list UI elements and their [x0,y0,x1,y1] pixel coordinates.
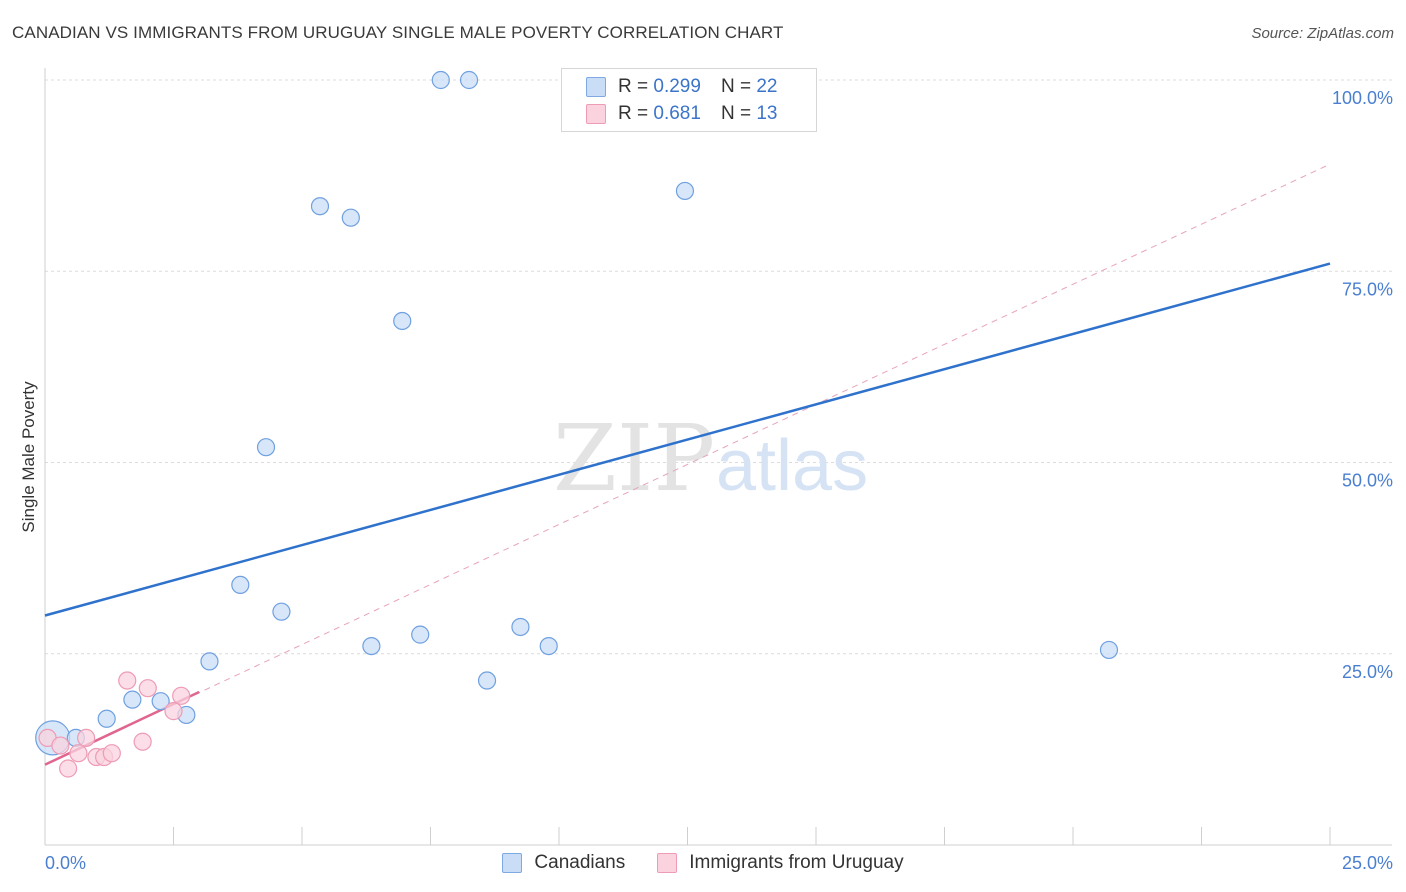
grid-lines [45,79,1392,655]
uruguay-point [69,744,88,763]
x-tick-label: 25.0% [1342,853,1393,873]
r-label: R = [618,76,649,97]
stats-legend: R = 0.299 N = 22 R = 0.681 N = 13 [561,68,817,132]
legend-item-uruguay: Immigrants from Uruguay [657,852,904,874]
canadians-point [362,636,381,656]
series-legend: Canadians Immigrants from Uruguay [0,852,1406,874]
y-tick-label: 100.0% [1332,88,1393,108]
chart-title: CANADIAN VS IMMIGRANTS FROM URUGUAY SING… [12,23,784,42]
y-tick-label: 50.0% [1342,471,1393,491]
canadians-point [341,208,360,227]
canadians-point [1099,640,1119,660]
canadians-point [151,692,170,711]
axes [44,68,1392,846]
n-value: 13 [756,103,778,124]
canadians-point [411,625,430,644]
tick-labels: 25.0% 50.0% 75.0% 100.0% 0.0% 25.0% [45,88,1393,873]
canadians-swatch [586,77,606,97]
r-label: R = [618,103,649,124]
n-label: N = [720,103,752,124]
canadians-point [539,636,558,656]
y-axis-label: Single Male Poverty [19,381,38,533]
uruguay-point [164,702,183,721]
x-tick-label: 0.0% [45,853,86,873]
canadians-point [675,181,695,201]
uruguay-trend-extended [44,163,1331,766]
legend-label-uruguay: Immigrants from Uruguay [689,852,904,873]
source-label: Source: ZipAtlas.com [1251,25,1394,42]
canadians-point [459,70,479,90]
canadians-point [200,652,219,671]
uruguay-point [59,759,78,778]
canadians-point [431,70,450,90]
y-tick-label: 75.0% [1342,279,1393,299]
r-value: 0.681 [653,103,701,124]
uruguay-point [102,744,121,763]
canadians-point [97,709,116,728]
canadians-point [231,575,250,595]
uruguay-point [118,671,137,690]
y-tick-label: 25.0% [1342,662,1393,682]
watermark-atlas: atlas [716,426,868,506]
uruguay-point [138,679,157,698]
stats-legend-row-canadians: R = 0.299 N = 22 [586,75,777,99]
canadians-point [256,438,276,457]
canadians-point [272,602,291,621]
uruguay-point [172,686,191,705]
n-value: 22 [756,76,778,97]
uruguay-point [133,732,152,751]
r-value: 0.299 [653,76,701,97]
n-label: N = [720,76,752,97]
canadians-point [511,617,530,637]
canadians-point [123,690,142,709]
watermark-zip: ZIP [553,405,715,512]
uruguay-point [77,728,96,748]
canadians-trend-line [44,262,1331,617]
watermark: ZIP atlas [553,405,868,512]
stats-legend-row-uruguay: R = 0.681 N = 13 [586,102,777,126]
data-points [35,70,1119,778]
canadians-point [310,197,330,216]
canadians-legend-swatch [502,853,523,873]
uruguay-legend-swatch [657,853,678,873]
legend-label-canadians: Canadians [534,852,626,873]
trend-lines [44,163,1331,766]
canadians-point [393,311,412,331]
uruguay-swatch [586,104,606,124]
uruguay-point [51,736,70,755]
canadians-point [477,671,497,690]
legend-item-canadians: Canadians [502,852,625,874]
